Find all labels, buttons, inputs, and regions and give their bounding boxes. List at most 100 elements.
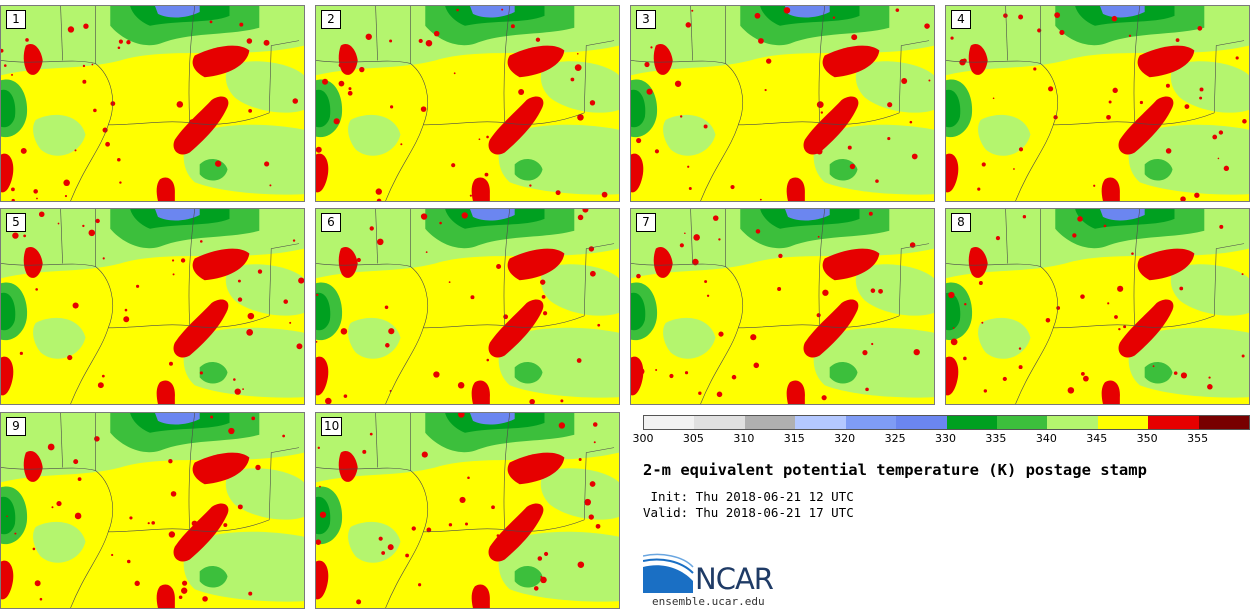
hot-speckle [764, 88, 767, 92]
hot-speckle [510, 24, 515, 29]
hot-speckle [1175, 38, 1180, 43]
hot-speckle [51, 506, 54, 509]
hot-speckle [950, 338, 958, 346]
map-field [316, 209, 619, 404]
hot-speckle [93, 108, 97, 113]
boundary-line [503, 209, 511, 326]
hot-speckle [426, 527, 432, 533]
boundary-line [1, 6, 96, 64]
map-region [33, 317, 86, 359]
hot-speckle [540, 279, 546, 285]
hot-speckle [503, 314, 509, 320]
hot-speckle [978, 281, 983, 286]
hot-speckle [1131, 252, 1134, 255]
hot-speckle [389, 39, 393, 43]
boundary-line [60, 413, 63, 468]
hot-speckle [913, 348, 920, 356]
map-region [469, 413, 515, 425]
hot-speckle [1173, 371, 1178, 375]
hot-speckle [57, 222, 60, 225]
hot-speckle [418, 38, 423, 44]
hot-speckle [202, 596, 208, 602]
hot-speckle [1103, 224, 1107, 228]
boundary-line [898, 40, 930, 113]
map-region [348, 114, 401, 156]
hot-speckle [1033, 67, 1037, 71]
hot-speckle [32, 547, 36, 551]
colorbar-segment-7 [996, 416, 1048, 429]
stamp-panel-1: 1 [0, 5, 305, 202]
map-region [471, 380, 490, 404]
hot-speckle [535, 37, 541, 42]
hot-speckle [887, 136, 891, 141]
hot-speckle [64, 194, 68, 198]
hot-speckle [928, 79, 931, 82]
hot-speckle [39, 597, 43, 601]
hot-speckle [239, 22, 244, 27]
hot-speckle [319, 485, 321, 488]
hot-speckle [38, 211, 45, 218]
map-region [663, 317, 716, 359]
hot-speckle [347, 90, 353, 96]
map-region [192, 45, 250, 78]
hot-speckle [214, 160, 222, 167]
colorbar-segment-1 [694, 416, 745, 429]
map-region [784, 6, 830, 18]
hot-speckle [820, 111, 824, 114]
hot-speckle [1123, 325, 1127, 329]
hot-speckle [1045, 317, 1051, 323]
hot-speckle [348, 87, 352, 91]
map-region [23, 246, 43, 278]
map-region [1, 560, 14, 600]
stamp-panel-7: 7 [630, 208, 935, 405]
colorbar-segment-4 [845, 416, 897, 429]
hot-speckle [589, 270, 596, 277]
map-region [1099, 209, 1145, 221]
hot-speckle [82, 79, 87, 84]
hot-speckle [870, 288, 876, 293]
hot-speckle [67, 355, 73, 361]
hot-speckle [191, 520, 198, 527]
map-region [316, 356, 329, 396]
map-region [855, 264, 934, 316]
hot-speckle [298, 277, 304, 284]
map-field [631, 209, 934, 404]
hot-speckle [577, 214, 584, 221]
colorbar-segment-8 [1047, 416, 1098, 429]
hot-speckle [168, 361, 173, 366]
boundary-line [1053, 315, 1215, 329]
map-region [1118, 299, 1174, 358]
map-region [829, 361, 858, 384]
colorbar-tick-label: 310 [733, 432, 755, 445]
hot-speckle [952, 327, 955, 329]
map-region [348, 521, 401, 563]
hot-speckle [365, 33, 372, 40]
hot-speckle [577, 114, 584, 121]
boundary-line [1005, 6, 1008, 61]
hot-speckle [646, 88, 653, 95]
hot-speckle [134, 580, 140, 587]
hot-speckle [209, 20, 213, 24]
boundary-line [1133, 6, 1141, 123]
stamp-panel-3: 3 [630, 5, 935, 202]
hot-speckle [674, 80, 682, 87]
hot-speckle [469, 194, 472, 197]
hot-speckle [199, 240, 203, 243]
hot-speckle [1180, 196, 1186, 201]
map-region [946, 292, 961, 331]
hot-speckle [171, 259, 175, 262]
map-region [1137, 45, 1195, 78]
map-region [507, 248, 565, 281]
hot-speckle [199, 371, 203, 375]
boundary-line [268, 40, 300, 113]
hot-speckle [333, 118, 340, 125]
hot-speckle [369, 226, 374, 231]
hot-speckle [843, 312, 846, 315]
hot-speckle [123, 316, 130, 323]
map-region [653, 246, 673, 278]
hot-speckle [518, 89, 525, 95]
boundary-line [946, 6, 1041, 64]
hot-speckle [1139, 100, 1143, 105]
hot-speckle [1207, 384, 1213, 390]
hot-speckle [242, 388, 244, 391]
